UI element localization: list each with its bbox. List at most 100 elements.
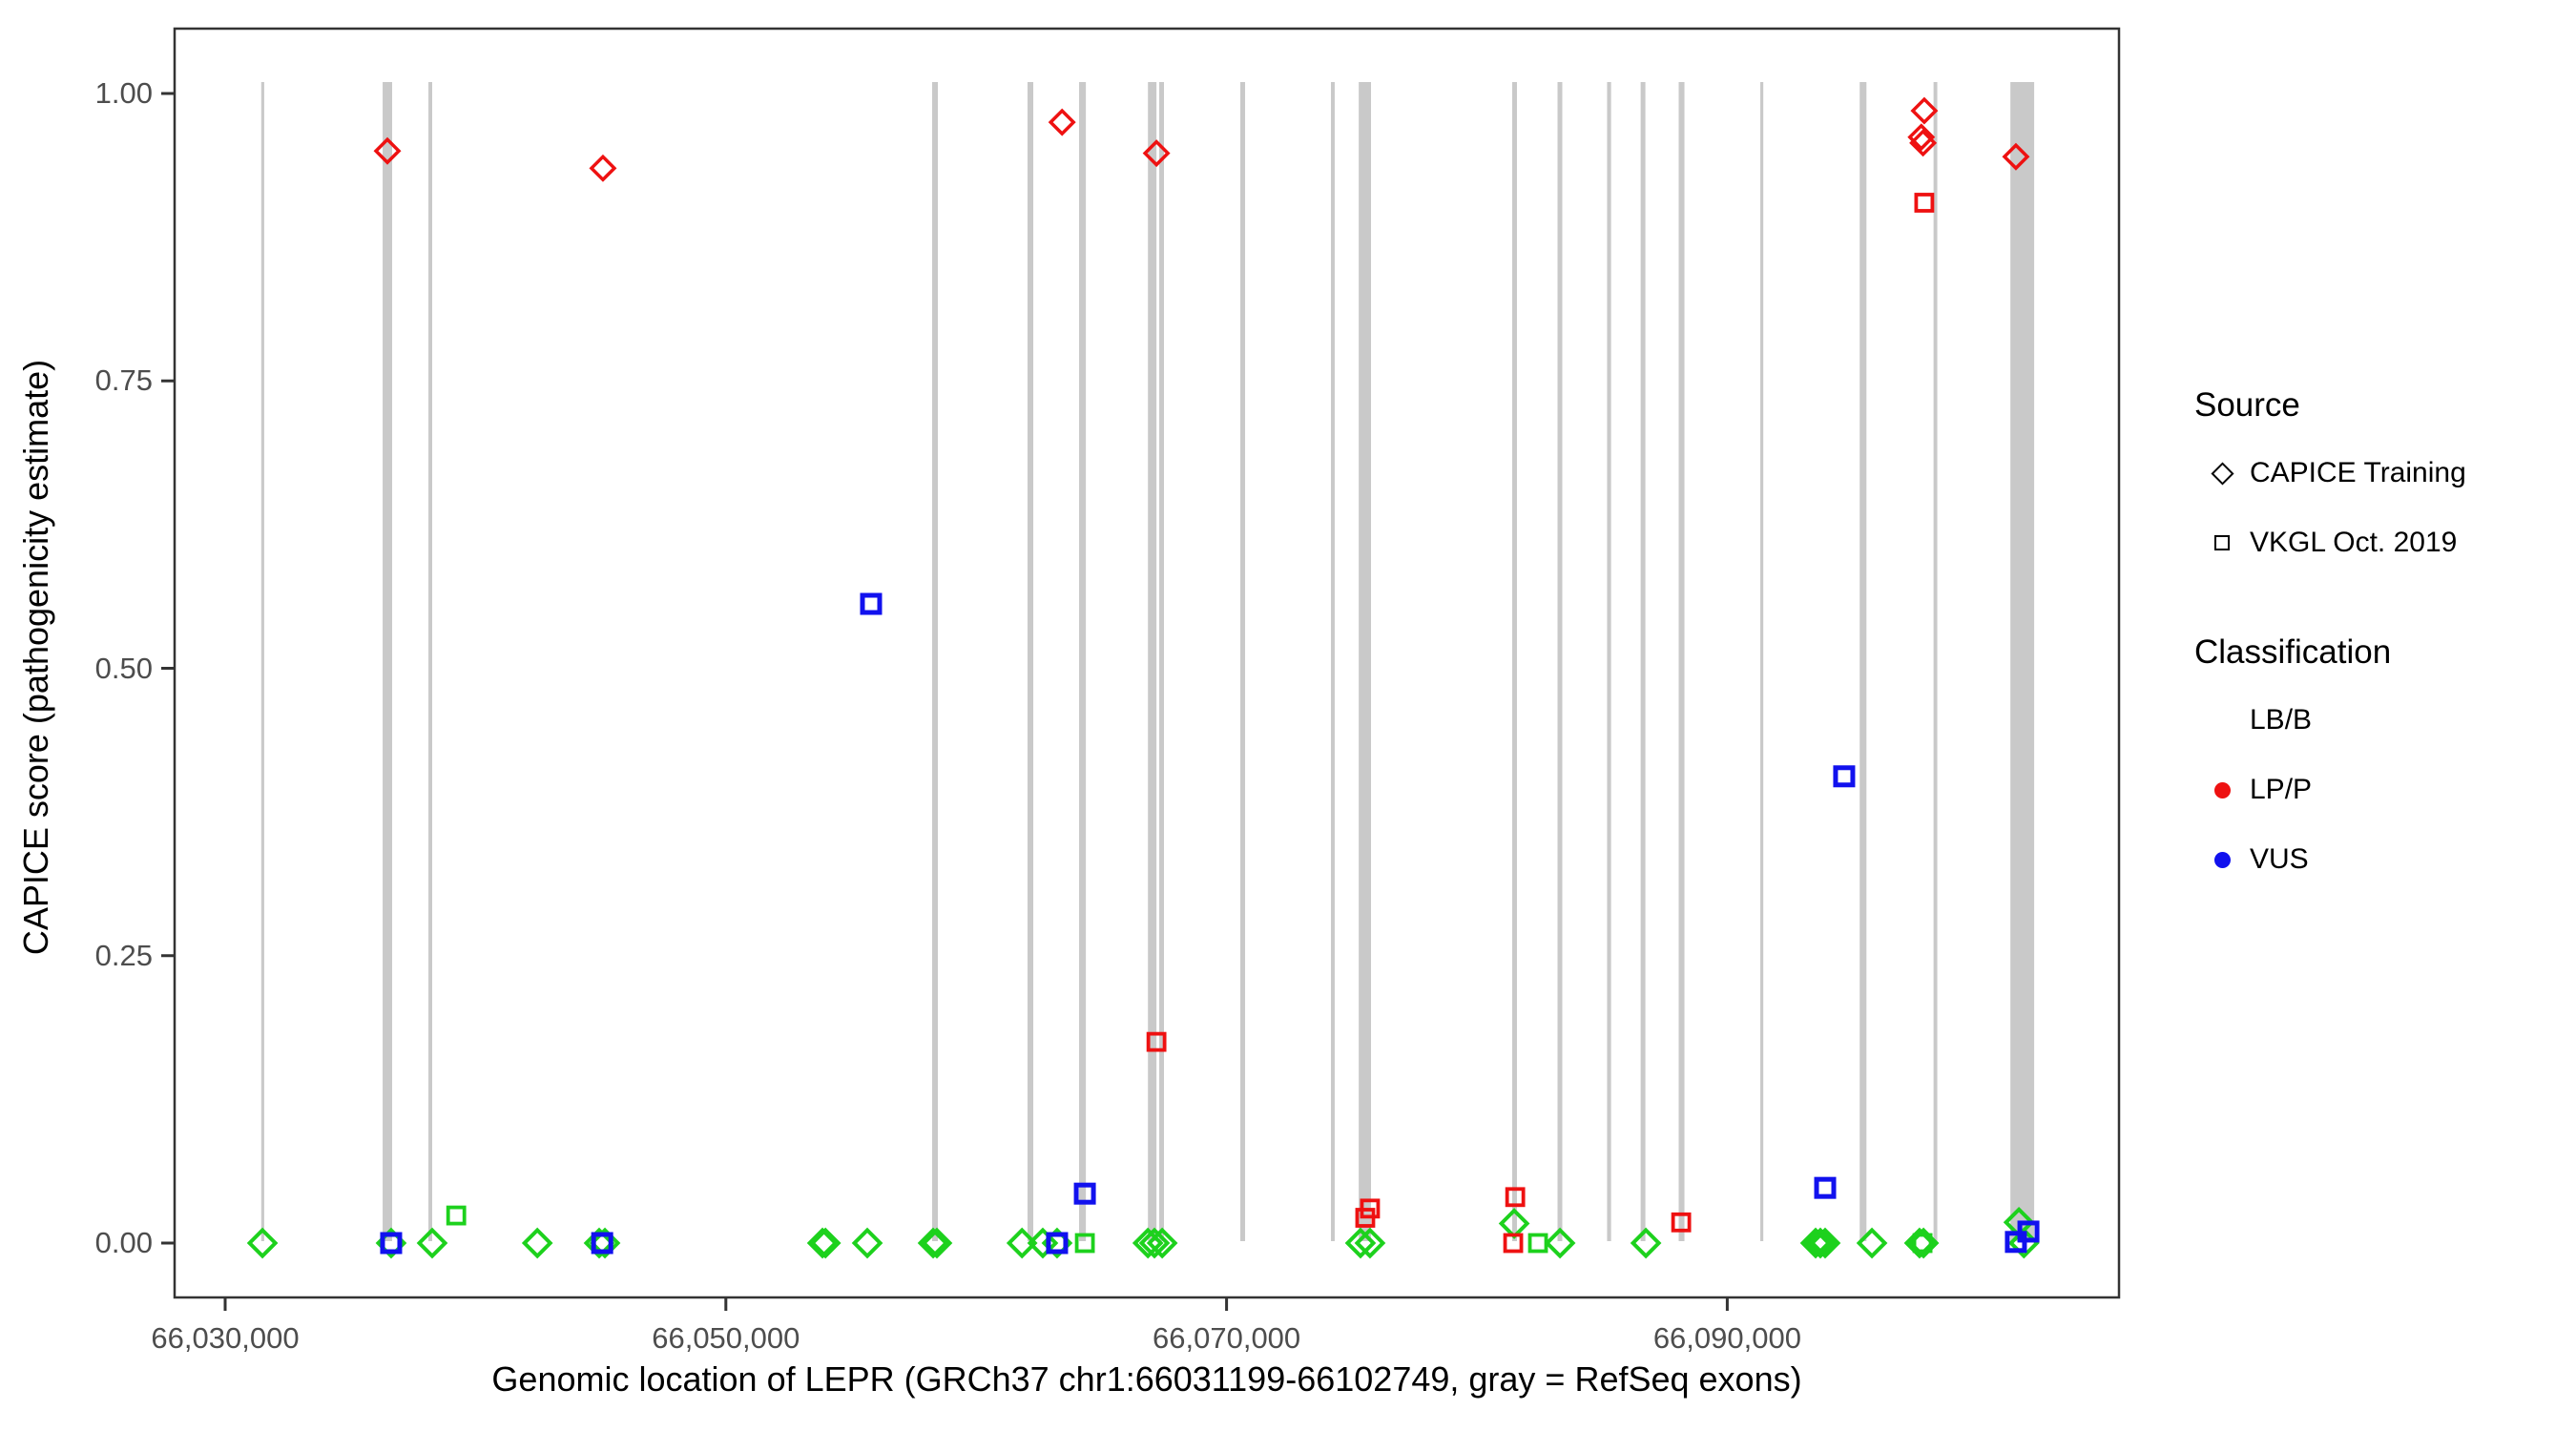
diamond-marker [1138, 1227, 1171, 1259]
exon-bar [1859, 82, 1867, 1241]
exon-bar [1331, 82, 1335, 1241]
blue-dot-icon [2213, 851, 2231, 868]
exon-bar [1678, 82, 1685, 1241]
legend-classification-title: Classification [2194, 633, 2392, 671]
legend: Source CAPICE Training VKGL Oct. 2019 Cl… [2194, 386, 2566, 950]
diamond-marker [1907, 123, 1936, 152]
exon-bar [1159, 82, 1164, 1241]
legend-item-label: VKGL Oct. 2019 [2250, 527, 2458, 558]
green-dot-icon [2214, 713, 2231, 729]
legend-item-label: VUS [2250, 843, 2309, 875]
exon-bar [932, 82, 939, 1241]
panel-border [173, 27, 2121, 1299]
square-marker [446, 1205, 467, 1226]
square-marker [1527, 1233, 1548, 1254]
diamond-marker [1048, 108, 1076, 136]
exon-bar [1027, 82, 1034, 1241]
axis-lines-and-ticks [161, 27, 2121, 1311]
exon-bar [1148, 82, 1157, 1241]
open-diamond-icon [2210, 461, 2234, 486]
diamond-marker [917, 1227, 949, 1259]
square-marker [591, 1232, 613, 1255]
legend-item-label: LP/P [2250, 774, 2313, 805]
diamond-marker [921, 1227, 953, 1259]
square-marker [1046, 1232, 1069, 1255]
diamond-marker [1142, 139, 1171, 168]
legend-item-lpp: LP/P [2194, 766, 2566, 814]
diamond-marker [1544, 1227, 1576, 1259]
y-tick-label: 0.25 [94, 938, 153, 972]
exon-bar [383, 82, 393, 1241]
square-marker [860, 592, 883, 615]
diamond-marker [373, 136, 402, 165]
diamond-marker [1344, 1227, 1377, 1259]
legend-item-lbb: LB/B [2194, 696, 2566, 744]
diamond-marker [2002, 142, 2030, 171]
exon-bar [1079, 82, 1087, 1241]
diamond-marker [521, 1227, 553, 1259]
diamond-marker [809, 1227, 841, 1259]
legend-item-label: CAPICE Training [2250, 457, 2466, 488]
exon-bar [2010, 82, 2035, 1241]
exon-bar [1640, 82, 1646, 1241]
square-marker [2005, 1231, 2027, 1254]
red-dot-icon [2213, 781, 2231, 798]
square-marker [1912, 1233, 1933, 1254]
diamond-marker [589, 1227, 621, 1259]
exon-bar [260, 82, 264, 1241]
exon-bar [1359, 82, 1372, 1241]
diamond-marker [246, 1227, 279, 1259]
square-marker [1810, 1233, 1831, 1254]
legend-classification-block: Classification LB/B LP/P VUS [2194, 633, 2566, 883]
exon-bar [1557, 82, 1563, 1241]
square-marker [1073, 1182, 1096, 1205]
diamond-marker [1799, 1227, 1832, 1259]
diamond-marker [806, 1227, 839, 1259]
diamond-marker [1006, 1227, 1038, 1259]
exon-bar [1607, 82, 1611, 1241]
y-tick-label: 0.00 [94, 1226, 153, 1259]
x-tick-label: 66,050,000 [652, 1321, 800, 1355]
diamond-marker [1809, 1227, 1841, 1259]
diamond-marker [1630, 1227, 1662, 1259]
legend-source-title: Source [2194, 386, 2300, 424]
diamond-marker [589, 154, 617, 182]
y-tick-label: 0.50 [94, 651, 153, 685]
diamond-marker [1354, 1227, 1386, 1259]
diamond-marker [1146, 1227, 1178, 1259]
diamond-marker [1027, 1227, 1059, 1259]
exon-bar [1511, 82, 1517, 1241]
diamond-marker [851, 1227, 883, 1259]
x-tick-label: 66,090,000 [1652, 1321, 1801, 1355]
square-marker [380, 1232, 403, 1255]
y-tick-label: 1.00 [94, 76, 153, 110]
diamond-marker [1903, 1227, 1936, 1259]
x-axis-title: Genomic location of LEPR (GRCh37 chr1:66… [491, 1359, 1802, 1399]
diamond-marker [416, 1227, 448, 1259]
legend-item-capice-training: CAPICE Training [2194, 449, 2566, 497]
square-marker [1503, 1233, 1524, 1254]
data-points [246, 96, 2040, 1259]
legend-item-label: LB/B [2250, 704, 2313, 736]
legend-item-vus: VUS [2194, 836, 2566, 883]
diamond-marker [583, 1227, 615, 1259]
open-square-icon [2214, 535, 2230, 550]
square-marker [1671, 1212, 1692, 1233]
square-marker [1914, 193, 1935, 213]
square-marker [1505, 1187, 1526, 1208]
exon-bar [1933, 82, 1938, 1241]
square-marker [1833, 765, 1856, 788]
exon-bar [428, 82, 433, 1241]
legend-source-block: Source CAPICE Training VKGL Oct. 2019 [2194, 386, 2566, 567]
exon-bar [1760, 82, 1764, 1241]
y-axis-title: CAPICE score (pathogenicity estimate) [16, 359, 55, 956]
diamond-marker [1132, 1227, 1164, 1259]
square-marker [1146, 1031, 1167, 1052]
refseq-exon-bars [260, 82, 2035, 1241]
square-marker [1814, 1176, 1837, 1199]
x-tick-label: 66,030,000 [151, 1321, 300, 1355]
y-tick-label: 0.75 [94, 363, 153, 398]
square-marker [1360, 1198, 1381, 1219]
